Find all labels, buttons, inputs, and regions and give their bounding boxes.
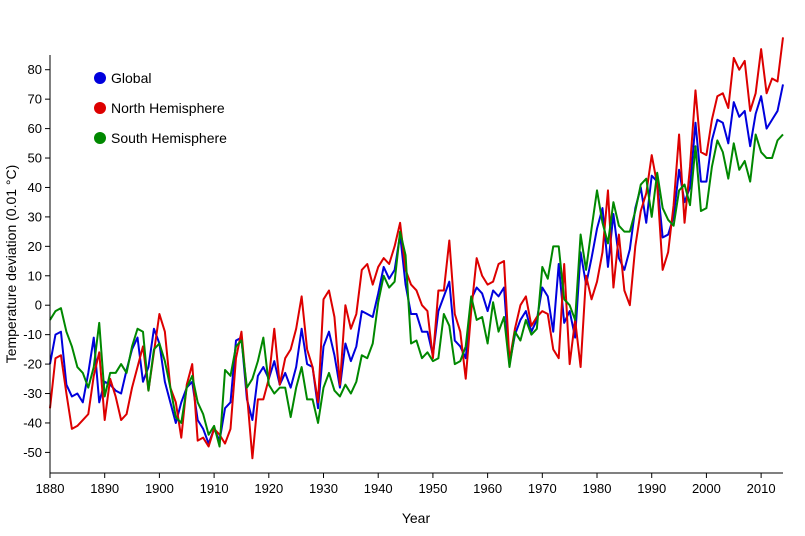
- x-axis-title: Year: [402, 510, 431, 526]
- x-tick-label: 1910: [200, 481, 229, 496]
- legend: Global North Hemisphere South Hemisphere: [94, 70, 227, 146]
- y-tick-label: 50: [28, 151, 42, 166]
- y-axis-title: Temperature deviation (0.01 °C): [3, 165, 19, 364]
- legend-marker-global: [94, 72, 106, 84]
- x-tick-label: 1890: [90, 481, 119, 496]
- legend-label-global: Global: [111, 70, 151, 86]
- y-tick-label: -50: [23, 445, 42, 460]
- x-tick-label: 1970: [528, 481, 557, 496]
- y-tick-label: -40: [23, 415, 42, 430]
- y-tick-label: 40: [28, 180, 42, 195]
- y-tick-label: -30: [23, 386, 42, 401]
- legend-label-north-hemisphere: North Hemisphere: [111, 100, 225, 116]
- x-tick-label: 1880: [36, 481, 65, 496]
- plot-area: [49, 37, 784, 460]
- y-tick-label: 70: [28, 92, 42, 107]
- x-tick-label: 1990: [637, 481, 666, 496]
- x-tick-label: 1950: [418, 481, 447, 496]
- x-tick-label: 1920: [254, 481, 283, 496]
- legend-marker-south-hemisphere: [94, 132, 106, 144]
- y-tick-label: 20: [28, 239, 42, 254]
- series-line-south-hemisphere: [49, 133, 784, 448]
- y-tick-label: 60: [28, 121, 42, 136]
- legend-label-south-hemisphere: South Hemisphere: [111, 130, 227, 146]
- y-tick-label: 0: [35, 298, 42, 313]
- x-tick-label: 1940: [364, 481, 393, 496]
- legend-marker-north-hemisphere: [94, 102, 106, 114]
- series-line-global: [49, 84, 784, 445]
- x-tick-label: 1980: [583, 481, 612, 496]
- x-tick-label: 2010: [747, 481, 776, 496]
- y-axis: -50 -40 -30 -20 -10 0 10 20 30 40 50 60 70 80: [23, 55, 51, 473]
- x-tick-label: 1960: [473, 481, 502, 496]
- x-axis: 1880 1890 1900 1910 1920 1930 1940 1950 1960 1970…: [36, 472, 783, 496]
- y-tick-label: 30: [28, 209, 42, 224]
- y-tick-label: 80: [28, 62, 42, 77]
- y-tick-label: 10: [28, 268, 42, 283]
- y-tick-label: -10: [23, 327, 42, 342]
- x-tick-label: 1900: [145, 481, 174, 496]
- y-tick-label: -20: [23, 357, 42, 372]
- x-tick-label: 2000: [692, 481, 721, 496]
- x-tick-label: 1930: [309, 481, 338, 496]
